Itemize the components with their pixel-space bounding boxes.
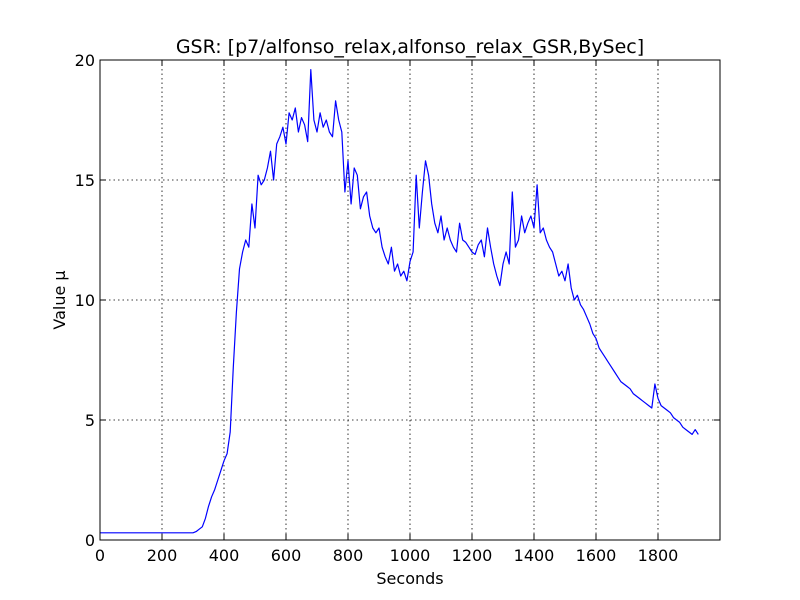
y-tick-label: 20: [75, 51, 95, 70]
x-tick-label: 400: [209, 546, 240, 565]
x-tick-label: 1400: [514, 546, 555, 565]
x-tick-label: 0: [95, 546, 105, 565]
y-tick-label: 5: [85, 411, 95, 430]
y-tick-label: 0: [85, 531, 95, 550]
x-tick-label: 800: [333, 546, 364, 565]
x-tick-label: 1600: [576, 546, 617, 565]
x-axis-label: Seconds: [376, 569, 443, 588]
x-tick-label: 600: [271, 546, 302, 565]
x-tick-label: 200: [147, 546, 178, 565]
series-layer: [100, 68, 699, 534]
x-tick-labels: 0 200 400 600 800 1000 1200 1400 1600 1800: [95, 546, 678, 565]
y-tick-labels: 0 5 10 15 20: [75, 51, 95, 550]
gsr-series-line: [100, 68, 699, 534]
y-axis-label: Value µ: [50, 270, 69, 329]
tick-marks: [99, 59, 720, 541]
grid-lines: [100, 60, 720, 540]
x-tick-label: 1800: [638, 546, 679, 565]
y-tick-label: 10: [75, 291, 95, 310]
x-tick-label: 1200: [452, 546, 493, 565]
chart-title: GSR: [p7/alfonso_relax,alfonso_relax_GSR…: [176, 36, 644, 58]
y-tick-label: 15: [75, 171, 95, 190]
x-tick-label: 1000: [390, 546, 431, 565]
